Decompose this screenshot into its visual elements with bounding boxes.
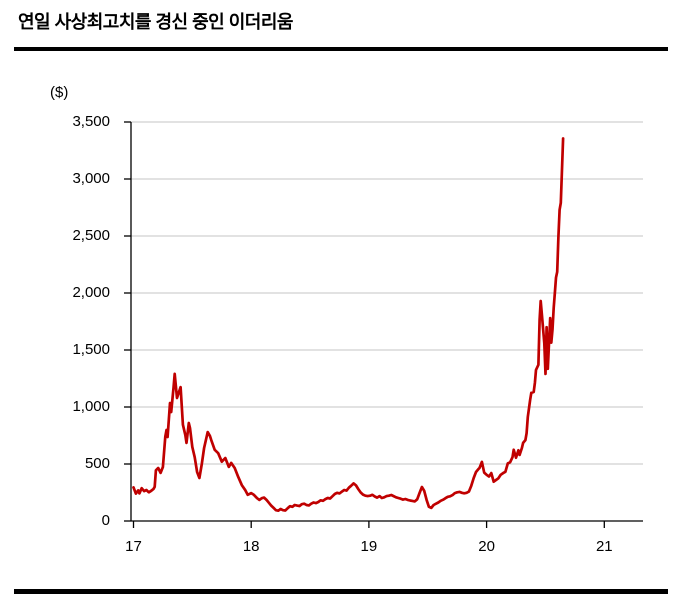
title-divider-rule xyxy=(14,47,668,51)
y-tick-label: 1,500 xyxy=(72,341,110,358)
y-tick-label: 3,000 xyxy=(72,170,110,187)
y-tick-label: 500 xyxy=(84,455,110,472)
x-tick-label: 18 xyxy=(242,538,260,555)
x-tick-label: 21 xyxy=(595,538,613,555)
x-tick-label: 20 xyxy=(478,538,495,555)
x-tick-label: 19 xyxy=(360,538,378,555)
y-tick-label: 2,500 xyxy=(72,227,110,244)
price-line-series xyxy=(132,137,565,513)
y-axis-unit-label: ($) xyxy=(50,84,69,101)
y-tick-label: 0 xyxy=(101,512,110,529)
chart-title: 연일 사상최고치를 경신 중인 이더리움 xyxy=(18,12,293,32)
y-tick-label: 2,000 xyxy=(72,284,110,301)
bottom-border-rule xyxy=(14,589,668,594)
y-tick-label: 1,000 xyxy=(72,398,110,415)
x-tick-label: 17 xyxy=(125,538,142,555)
y-tick-label: 3,500 xyxy=(72,113,110,130)
